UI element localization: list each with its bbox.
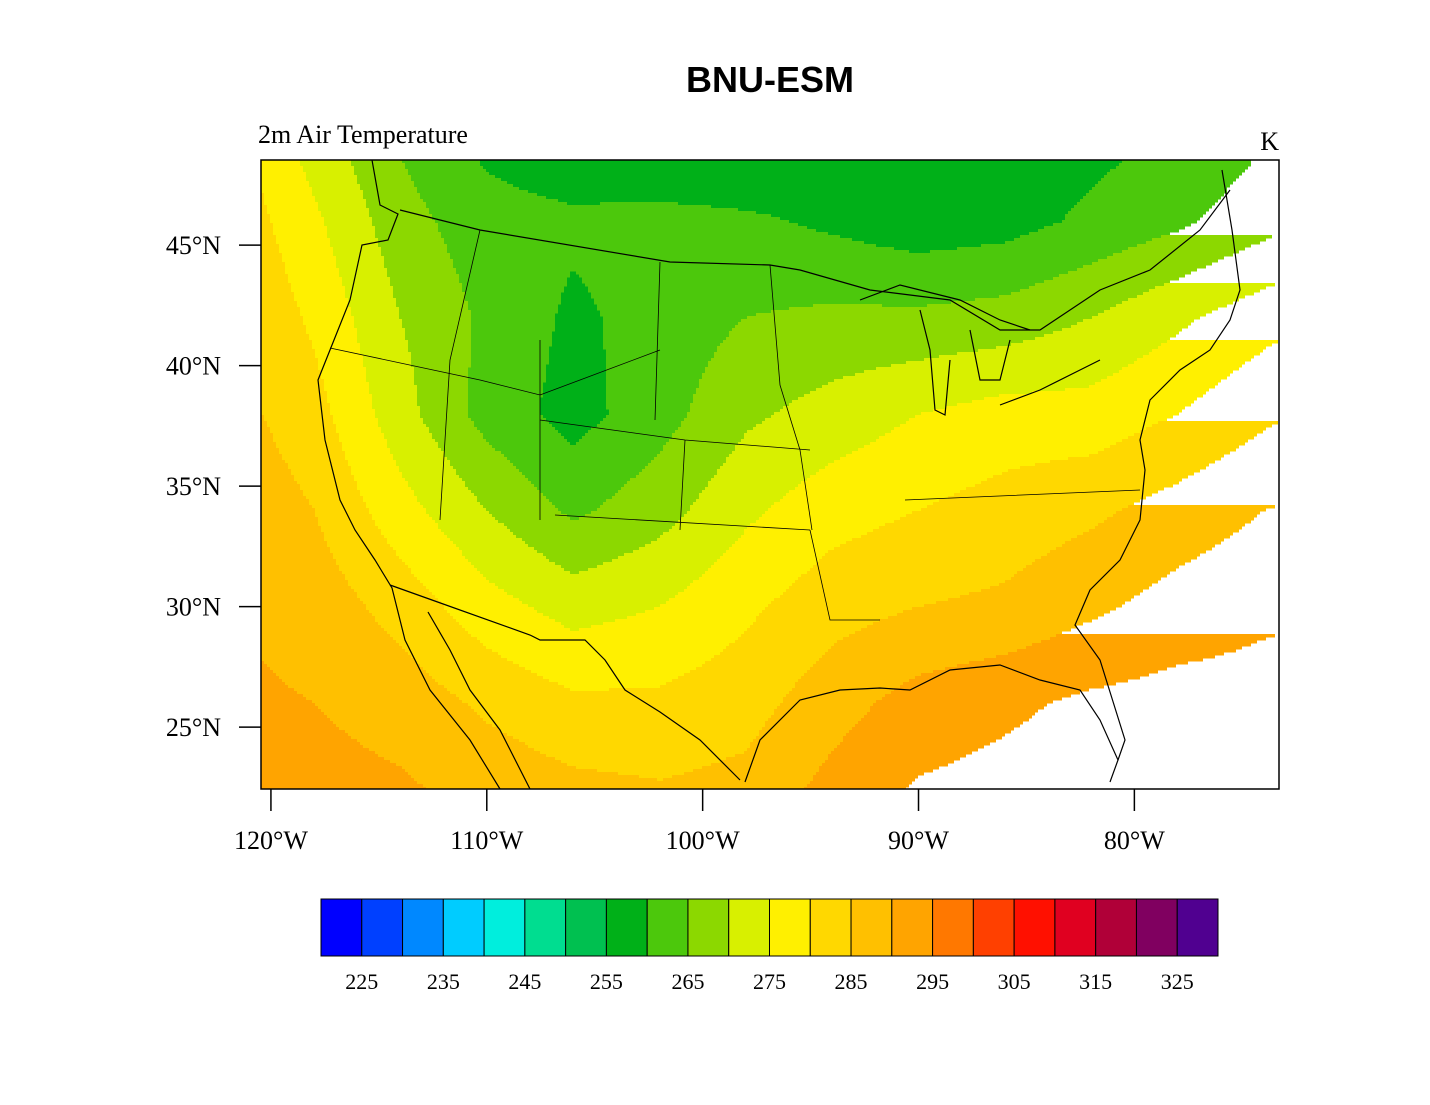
colorbar-box	[769, 898, 811, 957]
colorbar-label: 225	[345, 969, 378, 994]
colorbar-label: 275	[753, 969, 786, 994]
colorbar-box	[320, 898, 363, 957]
mexico-border	[389, 584, 741, 781]
y-tick-label: 45°N	[166, 231, 221, 260]
colorbar-label: 265	[671, 969, 704, 994]
colorbar-box	[1054, 898, 1097, 957]
colorbar-box	[361, 898, 404, 957]
colorbar-label: 305	[998, 969, 1031, 994]
colorbar-box	[605, 898, 648, 957]
colorbar-label: 255	[590, 969, 623, 994]
x-tick-label: 90°W	[888, 826, 949, 855]
colorbar-box	[565, 898, 607, 957]
contour-band	[261, 160, 1278, 692]
northern-border	[399, 189, 1231, 331]
colorbar-box	[1013, 898, 1056, 957]
left-string: 2m Air Temperature	[258, 120, 468, 149]
gulf-coast	[744, 664, 1119, 783]
colorbar-box	[932, 898, 974, 957]
colorbar-box	[483, 898, 526, 957]
colorbar-box	[850, 898, 893, 957]
x-tick-label: 120°W	[234, 826, 308, 855]
colorbar-box	[972, 898, 1015, 957]
colorbar: 225 235 245 255 265 275 285 295 305 315 325	[320, 898, 1219, 994]
colorbar-label: 315	[1079, 969, 1112, 994]
x-tick-label: 80°W	[1104, 826, 1165, 855]
contour-band	[261, 193, 1278, 782]
axes: 120°W 110°W 100°W 90°W 80°W 45°N 40°N 35°N 30°N 2…	[166, 231, 1165, 855]
baja-coast	[427, 611, 531, 789]
x-tick-label: 110°W	[450, 826, 523, 855]
coastline	[317, 160, 501, 789]
units: K	[1260, 127, 1279, 156]
colorbar-label: 235	[427, 969, 460, 994]
x-tick-label: 100°W	[666, 826, 740, 855]
contour-band	[351, 160, 1272, 575]
colorbar-box	[891, 898, 934, 957]
y-tick-label: 30°N	[166, 593, 221, 622]
y-tick-label: 25°N	[166, 713, 221, 742]
state-borders	[329, 229, 1141, 621]
colorbar-box	[809, 898, 852, 957]
y-tick-label: 35°N	[166, 472, 221, 501]
coastlines	[317, 160, 1241, 789]
contour-band	[261, 415, 1275, 789]
contour-field	[261, 160, 1278, 789]
colorbar-box	[402, 898, 444, 957]
colorbar-box	[1176, 898, 1219, 957]
colorbar-box	[1135, 898, 1178, 957]
contour-band	[480, 160, 1122, 446]
colorbar-box	[687, 898, 730, 957]
map-frame	[260, 159, 1280, 790]
colorbar-box	[728, 898, 771, 957]
east-coast	[1074, 169, 1241, 761]
colorbar-box	[646, 898, 689, 957]
colorbar-label: 285	[835, 969, 868, 994]
colorbar-box	[524, 898, 567, 957]
colorbar-label: 295	[916, 969, 949, 994]
colorbar-box	[1095, 898, 1137, 957]
title: BNU-ESM	[686, 59, 854, 100]
colorbar-label: 245	[508, 969, 541, 994]
great-lakes	[859, 284, 1101, 416]
colorbar-label: 325	[1161, 969, 1194, 994]
colorbar-box	[442, 898, 485, 957]
y-tick-label: 40°N	[166, 352, 221, 381]
